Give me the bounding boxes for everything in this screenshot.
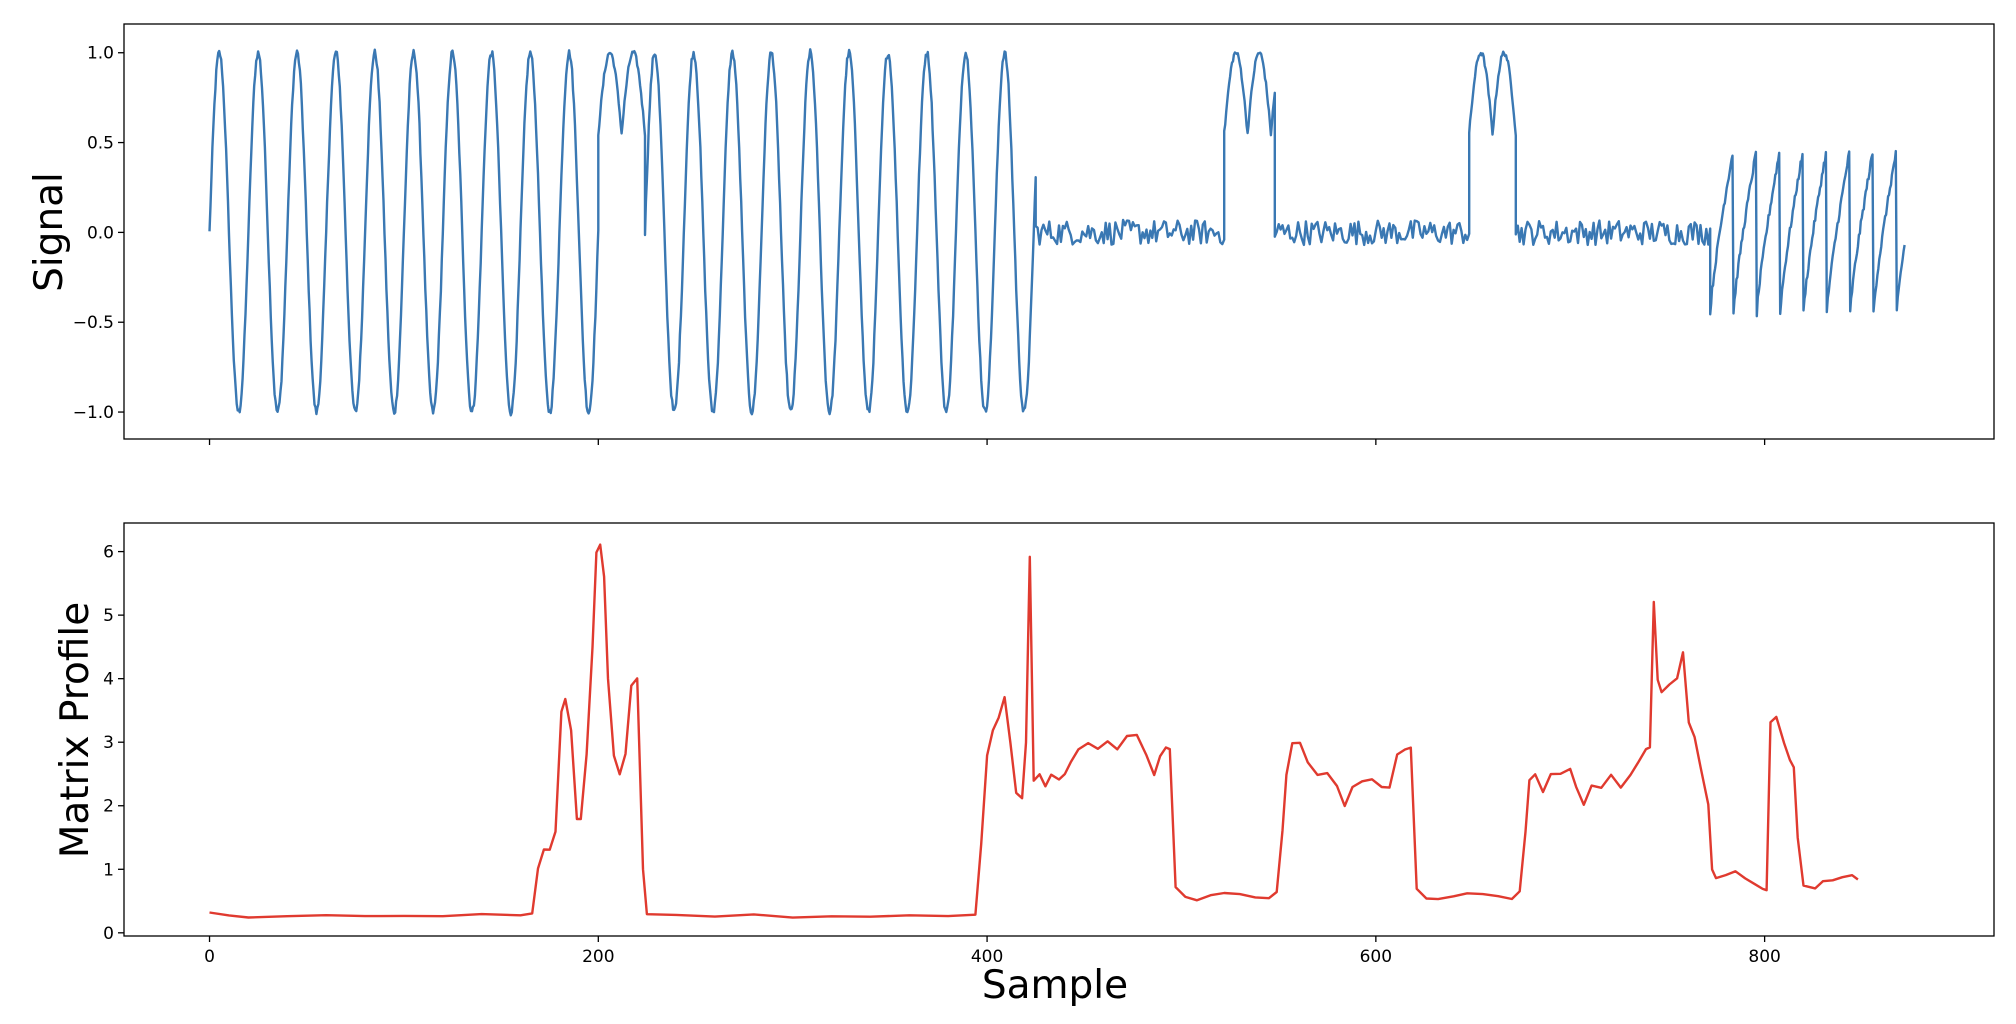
matrix-profile-series-line — [209, 543, 1859, 919]
matrix-profile-y-tick-label: 1 — [103, 860, 114, 880]
x-axis-label: Sample — [982, 963, 1128, 1008]
signal-y-ticks: −1.0 −0.5 0.0 0.5 1.0 — [73, 44, 124, 423]
signal-y-tick-label: 0.0 — [87, 223, 114, 243]
signal-y-tick-label: 0.5 — [87, 134, 114, 154]
matrix-profile-y-tick-label: 3 — [103, 733, 114, 753]
matrix-profile-y-axis-label: Matrix Profile — [53, 602, 98, 858]
signal-y-tick-label: 1.0 — [87, 44, 114, 64]
matrix-profile-x-tick-label: 600 — [1360, 947, 1392, 967]
matrix-profile-y-tick-label: 5 — [103, 606, 114, 626]
signal-y-tick-label: −0.5 — [73, 313, 114, 333]
signal-y-tick-label: −1.0 — [73, 403, 114, 423]
signal-series-line — [208, 48, 1906, 417]
matrix-profile-x-tick-label: 200 — [582, 947, 614, 967]
matrix-profile-y-ticks: 0 1 2 3 4 5 6 — [103, 543, 124, 944]
matrix-profile-y-tick-label: 6 — [103, 543, 114, 563]
signal-axes-frame — [123, 23, 1995, 440]
matrix-profile-x-tick-label: 400 — [971, 947, 1003, 967]
signal-x-ticks — [208, 439, 1766, 445]
matrix-profile-axes-frame — [123, 522, 1995, 937]
signal-panel: −1.0 −0.5 0.0 0.5 1.0 Signal — [27, 23, 1995, 445]
signal-y-axis-label: Signal — [27, 172, 72, 292]
matrix-profile-y-tick-label: 2 — [103, 797, 114, 817]
matrix-profile-x-ticks: 0 200 400 600 800 — [204, 936, 1781, 967]
matrix-profile-x-tick-label: 0 — [204, 947, 215, 967]
matrix-profile-panel: 0 1 2 3 4 5 6 0 200 400 600 800 Matrix Profile Sam… — [53, 522, 1995, 1008]
matrix-profile-x-tick-label: 800 — [1748, 947, 1780, 967]
matrix-profile-y-tick-label: 4 — [103, 670, 114, 690]
matrix-profile-y-tick-label: 0 — [103, 924, 114, 944]
